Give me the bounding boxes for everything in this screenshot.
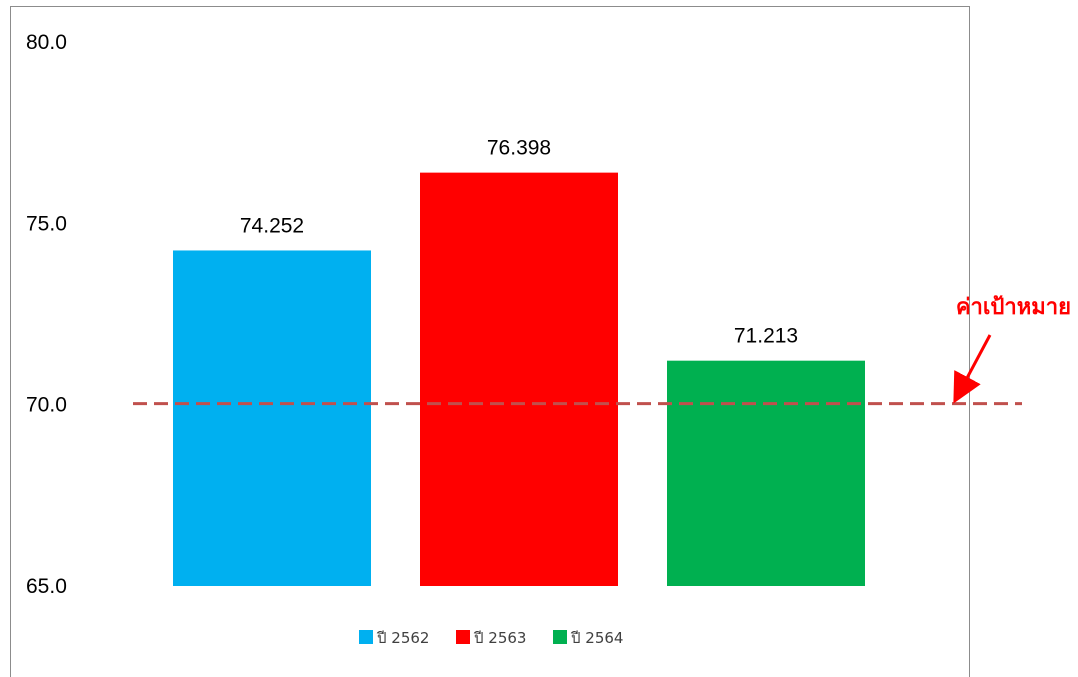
y-tick-label: 75.0 xyxy=(26,212,67,235)
legend-swatch xyxy=(456,630,470,644)
legend-label: ปี 2563 xyxy=(473,629,526,647)
legend-swatch xyxy=(553,630,567,644)
legend-swatch xyxy=(359,630,373,644)
bar-value-label: 71.213 xyxy=(734,325,798,348)
y-tick-label: 80.0 xyxy=(26,31,67,54)
bar xyxy=(420,172,618,586)
bar xyxy=(173,250,371,586)
y-tick-label: 70.0 xyxy=(26,394,67,417)
bars-group xyxy=(173,172,865,586)
bar-value-label: 74.252 xyxy=(240,214,304,237)
bar xyxy=(667,360,865,586)
data-labels-group: 74.252 76.398 71.213 xyxy=(240,137,798,348)
legend: ปี 2562 ปี 2563 ปี 2564 xyxy=(359,629,623,647)
target-label: ค่าเป้าหมาย xyxy=(956,295,1071,320)
y-axis-ticks: 65.0 70.0 75.0 80.0 xyxy=(26,31,67,598)
legend-label: ปี 2562 xyxy=(376,629,429,647)
chart-frame xyxy=(10,6,970,677)
y-tick-label: 65.0 xyxy=(26,575,67,598)
target-arrow xyxy=(953,334,992,404)
bar-value-label: 76.398 xyxy=(487,137,551,160)
legend-label: ปี 2564 xyxy=(570,629,623,647)
